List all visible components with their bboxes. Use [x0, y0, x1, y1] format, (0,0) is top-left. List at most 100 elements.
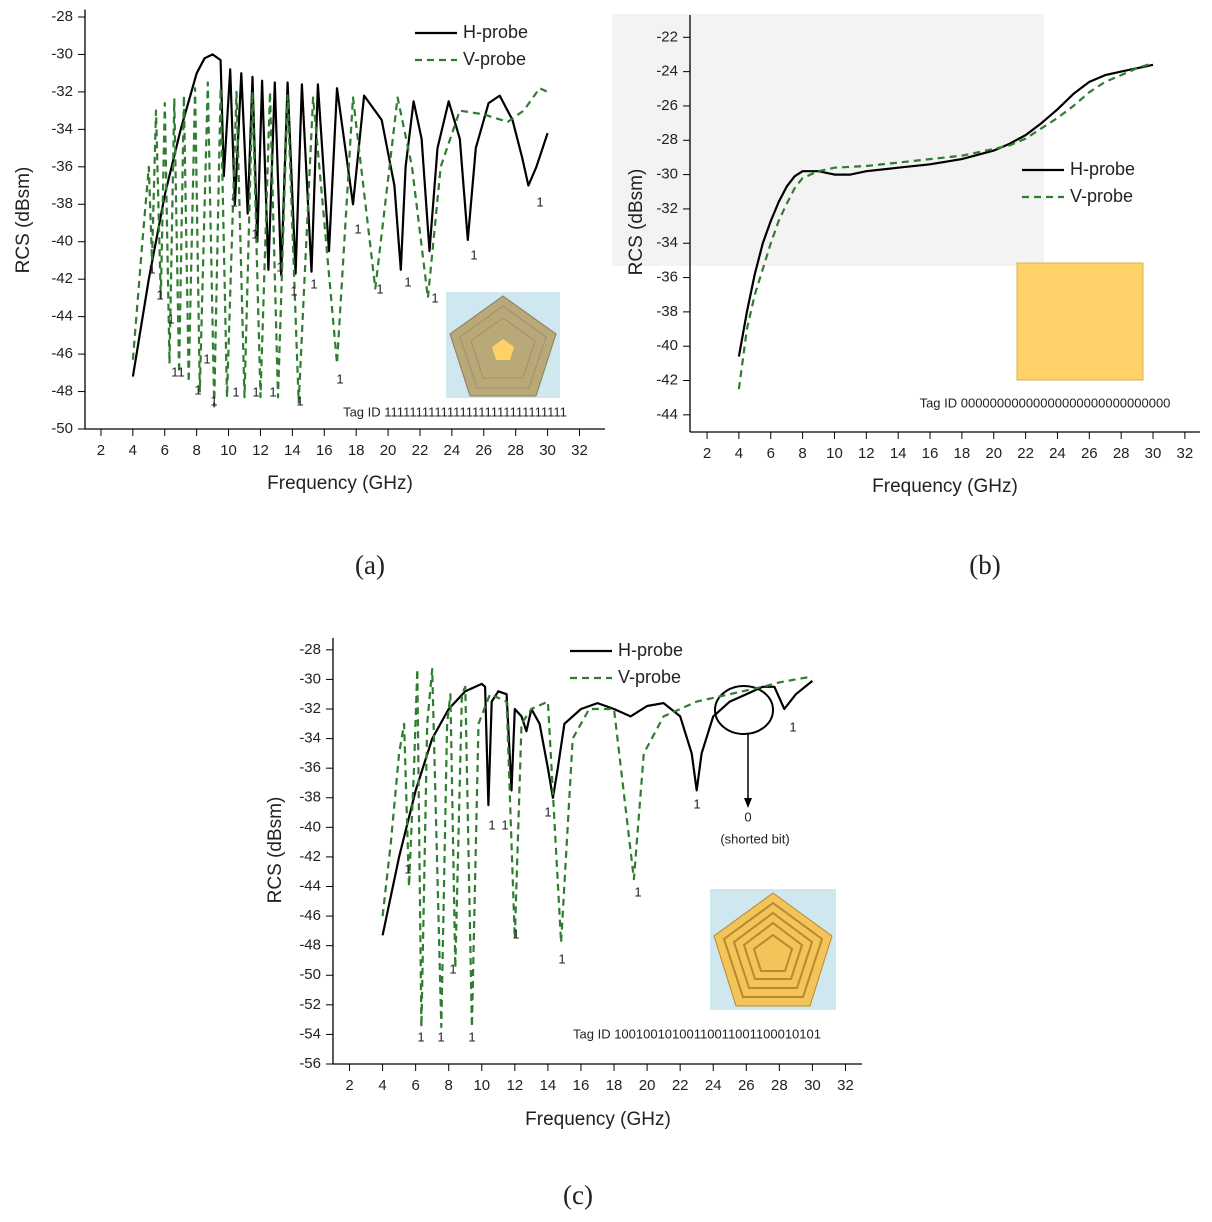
- y-tick-label: -36: [51, 158, 73, 175]
- x-tick-label: 22: [1017, 445, 1034, 462]
- x-axis-label: Frequency (GHz): [267, 473, 413, 494]
- annotation: 1: [310, 276, 317, 291]
- x-tick-label: 32: [571, 442, 588, 459]
- y-tick-label: -42: [656, 371, 678, 388]
- annotation: 1: [276, 259, 283, 274]
- panel-caption: (a): [355, 550, 385, 580]
- x-tick-label: 30: [1145, 445, 1162, 462]
- annotation: 1: [501, 817, 508, 832]
- annotation: 1: [449, 961, 456, 976]
- y-tick-label: -44: [656, 406, 678, 423]
- y-tick-label: -28: [656, 131, 678, 148]
- x-tick-label: 28: [771, 1077, 788, 1094]
- y-tick-label: -32: [51, 83, 73, 100]
- x-tick-label: 32: [1177, 445, 1194, 462]
- x-tick-label: 10: [220, 442, 237, 459]
- series-line: [737, 63, 1154, 357]
- annotation: 1: [431, 290, 438, 305]
- y-tick-label: -40: [51, 233, 73, 250]
- x-tick-label: 16: [922, 445, 939, 462]
- annotation: 1: [354, 221, 361, 236]
- annotation: 1: [230, 194, 237, 209]
- y-tick-label: -36: [656, 269, 678, 286]
- x-tick-label: 4: [735, 445, 743, 462]
- x-tick-label: 4: [129, 442, 137, 459]
- annotation: 1: [203, 351, 210, 366]
- x-tick-label: 14: [540, 1077, 557, 1094]
- legend-label: H-probe: [463, 22, 528, 42]
- x-tick-label: 28: [1113, 445, 1130, 462]
- y-axis-label: RCS (dBsm): [626, 169, 647, 276]
- annotation: 1: [210, 393, 217, 408]
- y-tick-label: -32: [656, 200, 678, 217]
- annotation: 1: [290, 283, 297, 298]
- y-tick-label: -34: [51, 120, 73, 137]
- annotation: 1: [269, 384, 276, 399]
- annotation: 1: [634, 884, 641, 899]
- series-line: [381, 668, 813, 1029]
- inset-a: [446, 292, 560, 398]
- y-tick-label: -24: [656, 63, 678, 80]
- y-tick-label: -48: [51, 383, 73, 400]
- annotation: 1: [544, 804, 551, 819]
- x-tick-label: 16: [316, 442, 333, 459]
- x-tick-label: 6: [411, 1077, 419, 1094]
- series-line: [381, 680, 814, 936]
- x-tick-label: 30: [539, 442, 556, 459]
- y-tick-label: -46: [299, 907, 321, 924]
- y-tick-label: -52: [299, 996, 321, 1013]
- x-tick-label: 16: [573, 1077, 590, 1094]
- y-tick-label: -50: [299, 966, 321, 983]
- x-tick-label: 20: [380, 442, 397, 459]
- annotation: 1: [404, 861, 411, 876]
- x-tick-label: 22: [412, 442, 429, 459]
- x-tick-label: 32: [837, 1077, 854, 1094]
- annotation: 1: [437, 1029, 444, 1044]
- panel-caption: (b): [969, 550, 1000, 580]
- legend-label: V-probe: [618, 667, 681, 687]
- annotation: 1: [789, 719, 796, 734]
- x-tick-label: 2: [703, 445, 711, 462]
- x-tick-label: 30: [804, 1077, 821, 1094]
- annotation: 1: [296, 393, 303, 408]
- y-tick-label: -22: [656, 28, 678, 45]
- y-tick-label: -48: [299, 937, 321, 954]
- y-tick-label: -36: [299, 759, 321, 776]
- legend-label: H-probe: [618, 640, 683, 660]
- x-tick-label: 12: [507, 1077, 524, 1094]
- x-tick-label: 18: [954, 445, 971, 462]
- y-tick-label: -46: [51, 345, 73, 362]
- inset-b: [1016, 262, 1144, 381]
- legend-label: H-probe: [1070, 159, 1135, 179]
- y-tick-label: -34: [299, 730, 321, 747]
- annotation: 11: [171, 364, 185, 379]
- x-tick-label: 26: [738, 1077, 755, 1094]
- annotation: 1: [404, 274, 411, 289]
- x-tick-label: 22: [672, 1077, 689, 1094]
- x-tick-label: 20: [639, 1077, 656, 1094]
- x-tick-label: 12: [252, 442, 269, 459]
- x-tick-label: 10: [826, 445, 843, 462]
- y-tick-label: -44: [51, 308, 73, 325]
- tag-id: Tag ID 00000000000000000000000000000: [920, 395, 1171, 410]
- series-line: [737, 61, 1154, 390]
- annotation: 1: [336, 371, 343, 386]
- x-tick-label: 4: [378, 1077, 386, 1094]
- x-tick-label: 2: [97, 442, 105, 459]
- x-tick-label: 26: [1081, 445, 1098, 462]
- y-tick-label: -28: [51, 8, 73, 25]
- legend-label: V-probe: [1070, 186, 1133, 206]
- annotation: 1: [468, 1029, 475, 1044]
- y-tick-label: -50: [51, 420, 73, 437]
- x-tick-label: 18: [348, 442, 365, 459]
- annotation: 1: [252, 384, 259, 399]
- y-tick-label: -54: [299, 1025, 321, 1042]
- x-tick-label: 14: [284, 442, 301, 459]
- x-tick-label: 2: [345, 1077, 353, 1094]
- chart-panel: 2 4 6 8 10 12 14 16 18 20 22 24 26 28 30 32-22-24-26-28…: [626, 15, 1200, 580]
- annotation: 1: [558, 951, 565, 966]
- y-axis-label: RCS (dBsm): [265, 797, 286, 904]
- y-tick-label: -28: [299, 641, 321, 658]
- y-tick-label: -34: [656, 234, 678, 251]
